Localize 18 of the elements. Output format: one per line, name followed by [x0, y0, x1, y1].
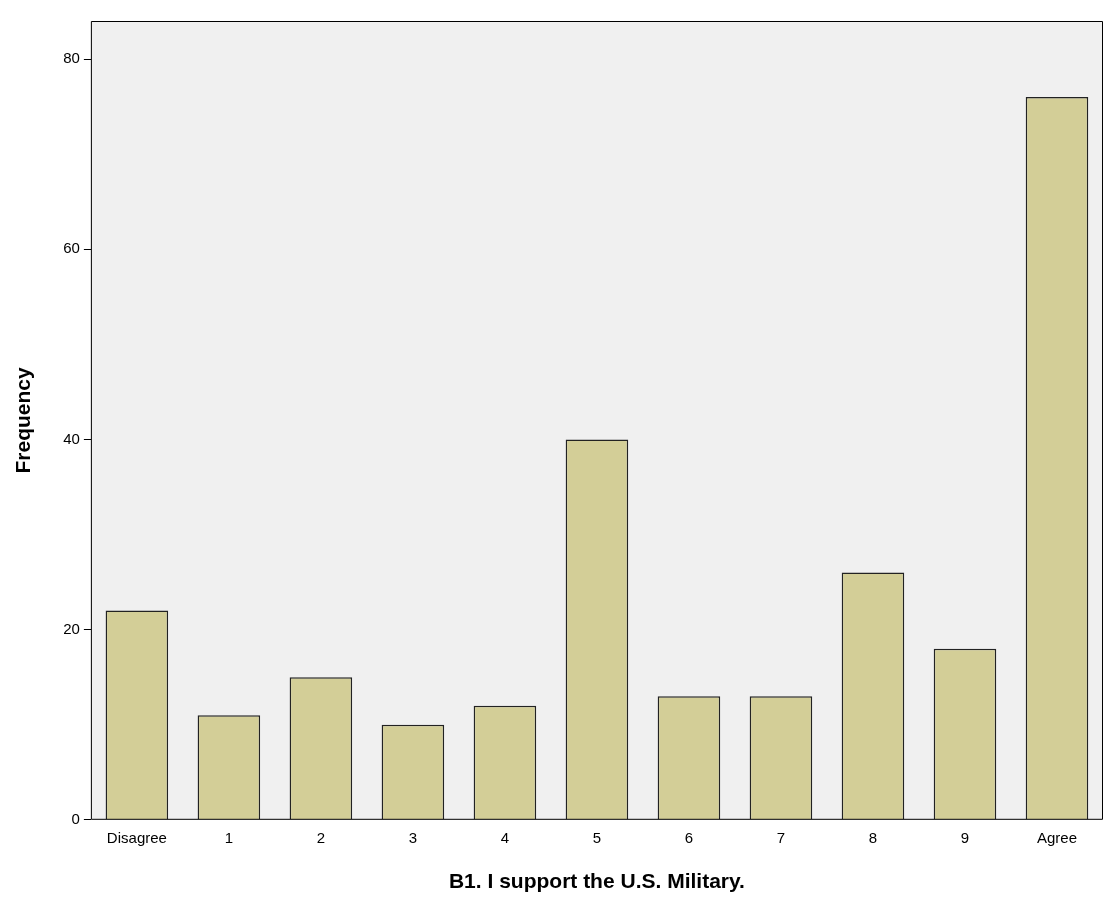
x-tick-label: 1	[224, 828, 234, 846]
y-axis-title: Frequency	[11, 366, 35, 474]
x-tick-label: Agree	[1036, 828, 1078, 846]
y-tick-label: 60	[63, 239, 80, 257]
x-axis-title: B1. I support the U.S. Military.	[448, 869, 745, 893]
x-tick-label: 8	[868, 828, 878, 846]
x-tick-label: 3	[408, 828, 418, 846]
x-tick-label: 6	[684, 828, 694, 846]
y-tick-label: 40	[63, 429, 80, 447]
x-tick-label: 4	[500, 828, 510, 846]
x-tick-label: Disagree	[106, 828, 167, 846]
y-tick-label: 80	[63, 49, 80, 67]
x-tick-label: 9	[960, 828, 970, 846]
x-tick-label: 2	[316, 828, 326, 846]
y-tick-label: 20	[63, 619, 80, 637]
x-tick-label: 7	[776, 828, 786, 846]
y-tick-label: 0	[71, 809, 80, 827]
x-tick-label: 5	[592, 828, 602, 846]
